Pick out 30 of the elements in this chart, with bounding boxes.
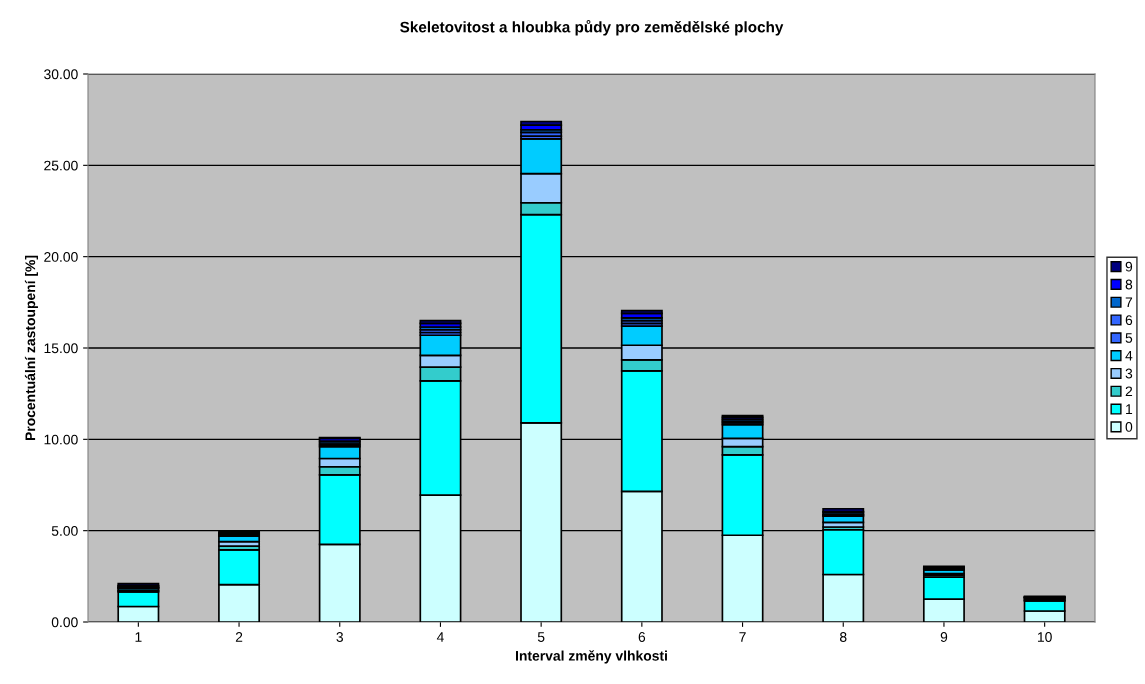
x-tick-label: 1 [135, 632, 142, 642]
y-tick-label: 10.00 [44, 434, 78, 445]
legend-label: 8 [1125, 279, 1133, 290]
x-tick-label: 8 [839, 632, 847, 642]
y-axis-title: Procentuální zastoupení [%] [24, 255, 38, 441]
legend-label: 0 [1125, 422, 1133, 432]
x-tick-label: 6 [638, 632, 646, 642]
chart-title: Skeletovitost a hloubka půdy pro zemědělské plochy [400, 20, 784, 36]
x-tick-label: 3 [336, 632, 343, 642]
legend-label: 7 [1125, 297, 1133, 308]
x-tick-label: 9 [940, 632, 948, 642]
y-tick-label: 25.00 [44, 160, 78, 171]
legend-label: 3 [1125, 368, 1133, 379]
y-tick-label: 15.00 [44, 343, 78, 354]
x-axis-title: Interval změny vlhkosti [516, 650, 667, 664]
x-tick-label: 7 [739, 632, 746, 642]
x-tick-label: 2 [235, 632, 243, 642]
legend-label: 4 [1125, 350, 1133, 361]
y-tick-label: 30.00 [44, 69, 78, 80]
x-tick-label: 10 [1037, 632, 1052, 642]
legend-label: 1 [1126, 404, 1133, 414]
x-tick-label: 5 [537, 632, 545, 642]
legend-label: 9 [1125, 261, 1133, 272]
y-tick-label: 5.00 [51, 526, 78, 536]
legend-label: 5 [1125, 333, 1133, 343]
x-tick-label: 4 [436, 632, 444, 642]
legend-label: 6 [1125, 315, 1133, 326]
y-tick-label: 0.00 [51, 617, 78, 628]
legend-label: 2 [1125, 386, 1133, 397]
y-tick-label: 20.00 [44, 252, 78, 262]
